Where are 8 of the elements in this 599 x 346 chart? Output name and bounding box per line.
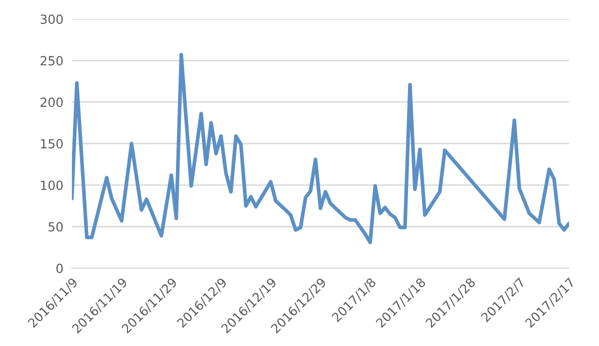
y-tick-label: 250 — [40, 56, 63, 66]
line-series — [72, 52, 570, 244]
y-tick-label: 150 — [41, 139, 63, 149]
y-tick-label: 200 — [40, 98, 63, 107]
y-tick-label: 100 — [41, 180, 63, 190]
y-tick-label: 50 — [48, 222, 63, 232]
y-tick-label: 300 — [40, 14, 63, 24]
y-tick-label: 0 — [56, 264, 63, 274]
